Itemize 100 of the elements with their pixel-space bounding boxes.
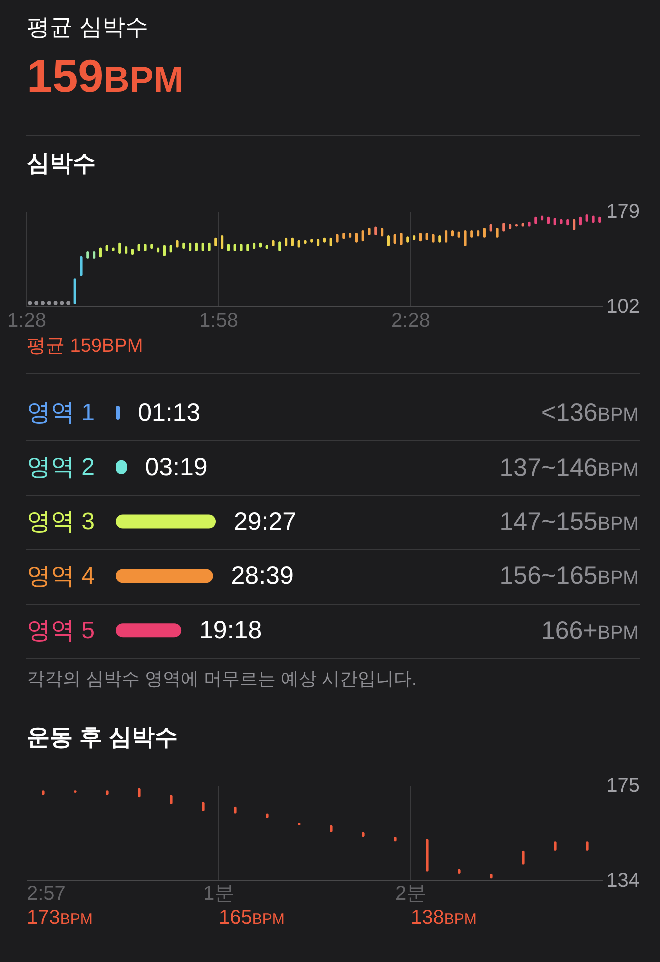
data-label: 28:39 (231, 562, 294, 590)
bar (394, 234, 396, 244)
data-label: 03:19 (145, 453, 208, 482)
bar (438, 235, 442, 243)
bar (99, 248, 102, 258)
bar (362, 230, 364, 242)
bar (144, 244, 147, 252)
x-tick-label: 1분 (203, 883, 235, 905)
bar (116, 624, 182, 638)
bar (221, 235, 224, 250)
bar (227, 244, 230, 252)
bar (266, 814, 269, 818)
x-tick-label: 1:58 (200, 310, 238, 332)
bar (464, 230, 467, 247)
bar (125, 246, 128, 254)
chart-title: 심박수 (27, 149, 96, 178)
bar (163, 245, 166, 256)
bar (195, 242, 198, 252)
y-tick-label: 175 (606, 775, 640, 797)
bar (214, 238, 218, 247)
bar (528, 222, 531, 227)
bar (330, 238, 332, 247)
bar (93, 251, 96, 259)
bar (592, 216, 595, 224)
bar (208, 242, 211, 252)
text: 173BPM (27, 906, 93, 931)
bar (189, 242, 192, 252)
bar (483, 228, 486, 238)
y-tick-label: 102 (606, 296, 640, 318)
bar (342, 232, 346, 240)
y-tick-label: 영역 4 (27, 562, 96, 590)
y-tick-label: 영역 2 (27, 454, 96, 482)
bar (317, 239, 320, 247)
bar (522, 850, 525, 865)
bar (202, 242, 204, 252)
bar (272, 240, 275, 247)
bar (106, 790, 109, 796)
bar (419, 232, 422, 242)
y-tick-label: 영역 5 (27, 617, 96, 644)
bar (579, 216, 582, 226)
bar (586, 214, 588, 222)
bar (86, 251, 90, 259)
chart-title: 운동 후 심박수 (27, 723, 178, 752)
data-label: 29:27 (234, 508, 297, 536)
bar (381, 228, 384, 237)
text: 평균 심박수 (27, 13, 148, 42)
text: 159BPM (27, 50, 184, 103)
bar (362, 832, 365, 837)
y-tick-label: 179 (606, 201, 640, 223)
bar (138, 244, 140, 252)
data-label: 01:13 (138, 399, 201, 427)
bar (368, 228, 371, 236)
bar (573, 219, 576, 231)
bar (118, 242, 122, 254)
bar (176, 240, 179, 248)
bar (116, 569, 214, 584)
bar (432, 234, 435, 243)
y-tick-label: 영역 1 (27, 400, 96, 427)
bar (74, 278, 76, 305)
y-tick-label: 영역 3 (27, 508, 96, 536)
bar (598, 216, 602, 224)
bar (496, 228, 499, 238)
bar (502, 223, 506, 232)
bar (42, 790, 45, 796)
bar (566, 219, 570, 226)
bar (554, 842, 557, 851)
text: 165BPM (219, 906, 285, 931)
bar (554, 218, 556, 226)
bar (394, 836, 397, 842)
y2-tick-label: 147~155BPM (500, 507, 639, 538)
bar (285, 238, 288, 247)
bar (470, 230, 474, 238)
x-tick-label: 1:28 (8, 310, 46, 332)
bar (278, 242, 282, 252)
y2-tick-label: 166+BPM (542, 616, 639, 647)
x-axis-title: 2:57 (27, 882, 66, 906)
bar (426, 232, 428, 240)
bar (406, 236, 410, 243)
bar (374, 226, 378, 236)
y2-tick-label: 137~146BPM (500, 452, 639, 484)
y2-tick-label: <136BPM (542, 398, 639, 430)
text: 138BPM (411, 906, 477, 931)
bar (240, 244, 243, 252)
bar (116, 514, 216, 529)
bar (547, 216, 550, 224)
bar (586, 842, 589, 851)
bar (426, 839, 429, 872)
bar (534, 216, 538, 224)
bar (458, 869, 461, 874)
y2-tick-label: 156~165BPM (500, 561, 639, 592)
bar (413, 235, 416, 240)
bar (234, 806, 237, 814)
text: 각각의 심박수 영역에 머무르는 예상 시간입니다. (27, 668, 418, 691)
bar (246, 244, 250, 252)
bar (112, 248, 115, 252)
bar (355, 232, 358, 243)
x-tick-label: 2분 (395, 883, 427, 905)
bar (336, 234, 339, 243)
text: 평균 159BPM (27, 335, 144, 359)
bar (400, 232, 403, 246)
